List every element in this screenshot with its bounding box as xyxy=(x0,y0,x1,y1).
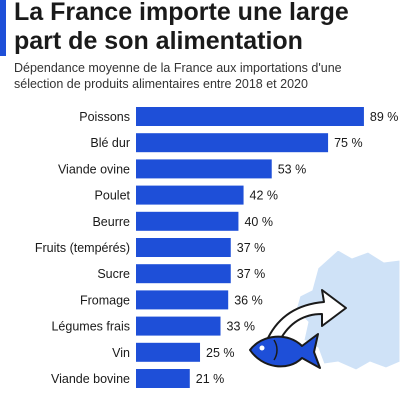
value-label: 37 % xyxy=(237,267,266,281)
import-arrow-icon xyxy=(267,289,347,341)
category-label: Légumes frais xyxy=(51,320,130,334)
title-line-2: part de son alimentation xyxy=(14,27,303,55)
bar xyxy=(136,133,329,153)
value-label: 37 % xyxy=(237,241,266,255)
bar-chart: Poissons 89 % Blé dur 75 % Viande ovine 53 % P… xyxy=(35,107,400,388)
category-label: Poissons xyxy=(79,110,130,124)
page-subtitle: Dépendance moyenne de la France aux impo… xyxy=(14,60,400,92)
bar xyxy=(136,107,364,126)
bar xyxy=(136,185,244,205)
category-label: Beurre xyxy=(92,215,130,229)
subtitle-line-2: sélection de produits alimentaires entre… xyxy=(14,77,308,91)
category-label: Vin xyxy=(112,346,130,360)
bar xyxy=(136,290,229,310)
bar xyxy=(136,264,231,284)
title-accent-bar xyxy=(0,0,6,56)
value-label: 75 % xyxy=(334,136,363,150)
bar xyxy=(136,342,201,362)
bar xyxy=(136,211,239,231)
category-label: Sucre xyxy=(97,267,130,281)
category-label: Fruits (tempérés) xyxy=(35,241,130,255)
value-label: 40 % xyxy=(244,215,273,229)
title-line-1: La France importe une large xyxy=(14,0,349,26)
category-label: Viande bovine xyxy=(51,372,130,386)
value-label: 33 % xyxy=(227,320,256,334)
bar xyxy=(136,238,231,257)
bar xyxy=(136,316,221,336)
subtitle-line-1: Dépendance moyenne de la France aux impo… xyxy=(14,61,342,75)
page-title: La France importe une large part de son … xyxy=(14,0,400,56)
bar xyxy=(136,159,272,179)
value-label: 21 % xyxy=(196,372,225,386)
value-label: 89 % xyxy=(370,110,399,124)
bar xyxy=(136,369,190,388)
category-label: Viande ovine xyxy=(58,162,130,176)
value-label: 36 % xyxy=(234,293,262,307)
category-label: Fromage xyxy=(80,293,130,307)
bar-series: Poissons 89 % Blé dur 75 % Viande ovine 53 % P… xyxy=(35,107,399,388)
category-label: Blé dur xyxy=(90,136,130,150)
value-label: 25 % xyxy=(206,346,235,360)
value-label: 42 % xyxy=(250,189,279,203)
value-label: 53 % xyxy=(278,162,307,176)
category-label: Poulet xyxy=(95,189,131,203)
france-map-illustration xyxy=(249,249,400,371)
fish-icon xyxy=(249,333,321,369)
